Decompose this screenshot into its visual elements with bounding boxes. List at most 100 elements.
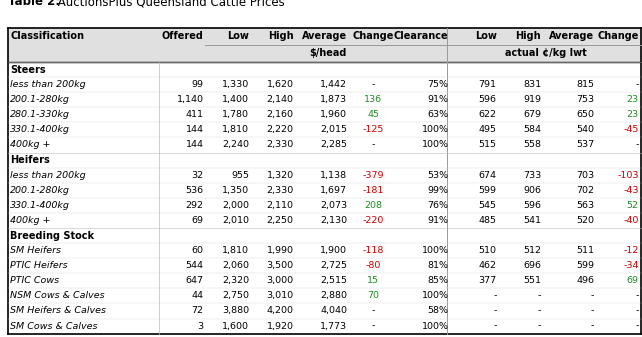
Text: 2,330: 2,330	[266, 141, 294, 150]
Text: 69: 69	[627, 276, 639, 285]
Text: actual ¢/kg lwt: actual ¢/kg lwt	[505, 49, 586, 58]
Text: 2,220: 2,220	[267, 125, 294, 134]
Text: 1,330: 1,330	[222, 80, 249, 89]
Text: 2,725: 2,725	[320, 261, 347, 270]
Text: 2,330: 2,330	[266, 186, 294, 195]
Text: -45: -45	[623, 125, 639, 134]
Text: 52: 52	[627, 201, 639, 210]
Text: -103: -103	[618, 171, 639, 180]
Text: 76%: 76%	[428, 201, 449, 210]
Text: 4,200: 4,200	[267, 306, 294, 315]
Text: 58%: 58%	[428, 306, 449, 315]
Text: 91%: 91%	[428, 216, 449, 225]
Text: NSM Cows & Calves: NSM Cows & Calves	[10, 292, 105, 300]
Text: 2,010: 2,010	[222, 216, 249, 225]
Text: 2,160: 2,160	[267, 110, 294, 119]
Text: $/head: $/head	[309, 49, 347, 58]
Text: 537: 537	[577, 141, 594, 150]
Text: 599: 599	[479, 186, 497, 195]
Text: -: -	[493, 321, 497, 331]
Text: 1,780: 1,780	[222, 110, 249, 119]
Text: 3,500: 3,500	[266, 261, 294, 270]
Text: 545: 545	[479, 201, 497, 210]
Text: 702: 702	[577, 186, 594, 195]
Text: -125: -125	[362, 125, 384, 134]
Text: -: -	[636, 80, 639, 89]
Text: Heifers: Heifers	[10, 155, 50, 165]
Text: 1,400: 1,400	[222, 95, 249, 104]
Text: PTIC Cows: PTIC Cows	[10, 276, 60, 285]
Text: 144: 144	[186, 141, 204, 150]
Text: 2,130: 2,130	[320, 216, 347, 225]
Text: -: -	[591, 321, 594, 331]
Text: -: -	[371, 321, 375, 331]
Text: -379: -379	[362, 171, 384, 180]
Text: 1,320: 1,320	[266, 171, 294, 180]
Text: 3,000: 3,000	[266, 276, 294, 285]
Text: 400kg +: 400kg +	[10, 216, 51, 225]
Text: 4,040: 4,040	[320, 306, 347, 315]
Text: 2,285: 2,285	[320, 141, 347, 150]
Text: -: -	[636, 306, 639, 315]
Text: Classification: Classification	[10, 31, 84, 41]
Text: 703: 703	[577, 171, 594, 180]
Text: 1,900: 1,900	[320, 246, 347, 255]
Text: -: -	[493, 292, 497, 300]
Text: 208: 208	[364, 201, 382, 210]
Text: 544: 544	[186, 261, 204, 270]
Text: 1,442: 1,442	[320, 80, 347, 89]
Text: 536: 536	[186, 186, 204, 195]
Text: -: -	[538, 306, 541, 315]
Text: 2,515: 2,515	[320, 276, 347, 285]
Text: -220: -220	[362, 216, 384, 225]
Text: 596: 596	[479, 95, 497, 104]
Text: 563: 563	[577, 201, 594, 210]
Text: 2,320: 2,320	[222, 276, 249, 285]
Text: -: -	[591, 292, 594, 300]
Text: -80: -80	[365, 261, 381, 270]
Text: 510: 510	[479, 246, 497, 255]
Text: 647: 647	[186, 276, 204, 285]
Text: -181: -181	[362, 186, 384, 195]
Text: 753: 753	[577, 95, 594, 104]
Text: 81%: 81%	[428, 261, 449, 270]
Text: 906: 906	[523, 186, 541, 195]
Text: Change: Change	[598, 31, 639, 41]
Text: 2,240: 2,240	[222, 141, 249, 150]
Text: 330.1-400kg: 330.1-400kg	[10, 201, 70, 210]
Text: 696: 696	[523, 261, 541, 270]
Text: 45: 45	[367, 110, 379, 119]
Text: -40: -40	[623, 216, 639, 225]
Text: 23: 23	[627, 95, 639, 104]
Text: 69: 69	[191, 216, 204, 225]
Text: 100%: 100%	[422, 246, 449, 255]
Text: 280.1-330kg: 280.1-330kg	[10, 110, 70, 119]
Text: Average: Average	[550, 31, 594, 41]
Text: -: -	[371, 80, 375, 89]
Text: 200.1-280kg: 200.1-280kg	[10, 186, 70, 195]
Text: 919: 919	[523, 95, 541, 104]
Text: 2,015: 2,015	[320, 125, 347, 134]
Text: Low: Low	[227, 31, 249, 41]
Text: -: -	[636, 292, 639, 300]
Text: 411: 411	[186, 110, 204, 119]
Text: 63%: 63%	[428, 110, 449, 119]
Text: 599: 599	[577, 261, 594, 270]
Text: 100%: 100%	[422, 125, 449, 134]
Text: 511: 511	[577, 246, 594, 255]
Text: 200.1-280kg: 200.1-280kg	[10, 95, 70, 104]
Text: -: -	[371, 141, 375, 150]
Text: 540: 540	[577, 125, 594, 134]
Text: 584: 584	[523, 125, 541, 134]
Text: 2,073: 2,073	[320, 201, 347, 210]
Text: 512: 512	[523, 246, 541, 255]
Text: 44: 44	[191, 292, 204, 300]
Text: 292: 292	[186, 201, 204, 210]
Text: SM Heifers: SM Heifers	[10, 246, 61, 255]
Text: 2,060: 2,060	[222, 261, 249, 270]
Text: Clearance: Clearance	[394, 31, 449, 41]
Text: 99: 99	[191, 80, 204, 89]
Text: PTIC Heifers: PTIC Heifers	[10, 261, 68, 270]
Text: 520: 520	[577, 216, 594, 225]
Text: 144: 144	[186, 125, 204, 134]
